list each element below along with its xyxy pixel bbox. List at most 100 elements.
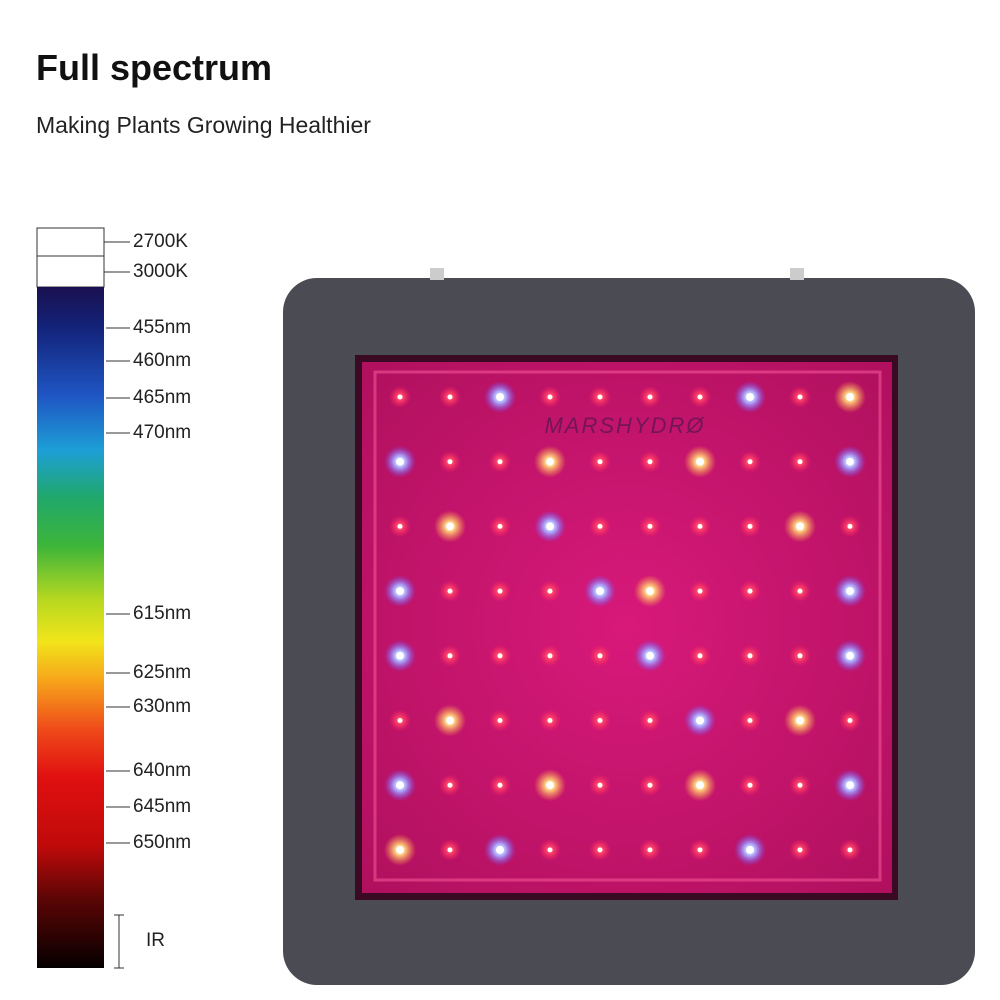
led [597,847,603,853]
led [597,718,603,723]
led [396,651,404,660]
led [647,394,653,400]
led [396,845,404,854]
led-grid [384,381,866,866]
spectrum-label: 2700K [133,231,188,252]
led [547,588,553,594]
spectrum-label: 465nm [133,387,191,408]
led [497,523,503,529]
brand: MARSHYDRØ [544,413,705,438]
led [396,457,404,466]
hanger [430,268,444,280]
title: Full spectrum [36,47,272,88]
led [647,782,653,788]
swatch-3000k [36,255,105,288]
led [797,459,803,465]
led [447,588,453,594]
led [796,522,804,531]
led [696,781,704,790]
led [797,653,803,659]
led [746,845,754,854]
led [446,716,454,725]
led [497,653,503,659]
spectrum-bar [37,287,104,968]
spectrum-label: 625nm [133,662,191,683]
led [747,588,753,594]
hanger [790,268,804,280]
led [846,457,854,466]
led [846,781,854,790]
led [396,781,404,790]
led [797,782,803,788]
spectrum-labels: 2700K 3000K 455nm 460nm 465nm 470nm 615nm 625nm… [104,231,191,951]
led [796,716,804,725]
led [397,523,403,529]
led [547,718,553,723]
led [547,847,553,853]
led [747,523,753,529]
led [546,522,554,531]
led [597,653,603,659]
spectrum-label: 630nm [133,696,191,717]
led [546,457,554,466]
led [697,847,703,853]
led [547,653,553,659]
spectrum-label: 470nm [133,422,191,443]
led [597,523,603,529]
led [446,522,454,531]
spectrum-label: 455nm [133,317,191,338]
led [497,588,503,594]
led [597,394,603,400]
subtitle: Making Plants Growing Healthier [36,112,371,138]
led [496,845,504,854]
led [797,847,803,853]
led [447,394,453,400]
swatch-2700k [36,227,105,257]
led [547,394,553,400]
led [697,653,703,659]
led [647,459,653,465]
led [747,459,753,465]
led [447,653,453,659]
led [847,523,853,529]
led [696,716,704,725]
led [497,718,503,723]
led [497,459,503,465]
led [646,651,654,660]
led [846,393,854,401]
spectrum-label: 645nm [133,796,191,817]
led [447,782,453,788]
spectrum-label: 3000K [133,261,188,282]
led [647,847,653,853]
led [746,393,754,401]
led [396,587,404,596]
led [747,718,753,723]
led [596,587,604,596]
led [647,718,653,723]
spectrum-label: 460nm [133,350,191,371]
led [546,781,554,790]
led [847,847,853,853]
led [397,394,403,400]
spectrum-label: IR [146,930,165,951]
panel-reflector [373,370,882,882]
panel-face [362,362,892,893]
led [447,847,453,853]
led [747,653,753,659]
led [697,588,703,594]
led [597,782,603,788]
led [697,523,703,529]
spectrum-label: 650nm [133,832,191,853]
led [597,459,603,465]
led [797,394,803,400]
led [846,651,854,660]
led [696,457,704,466]
spectrum-label: 615nm [133,603,191,624]
led [747,782,753,788]
led [697,394,703,400]
led [496,393,504,401]
led [497,782,503,788]
spectrum-label: 640nm [133,760,191,781]
led [847,718,853,723]
